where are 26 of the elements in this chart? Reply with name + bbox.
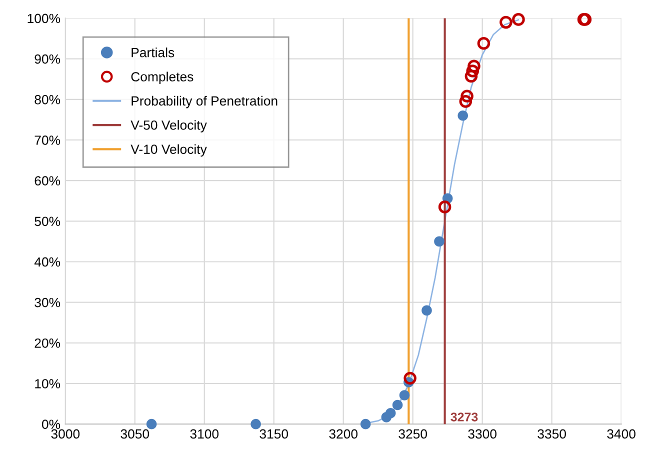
x-tick-label: 3400	[607, 429, 636, 439]
legend-label: Probability of Penetration	[132, 96, 278, 108]
x-tick-label: 3050	[120, 429, 150, 439]
x-tick-label: 3100	[190, 429, 219, 439]
x-tick-label: 3350	[538, 429, 566, 439]
legend-label: V-10 Velocity	[130, 144, 207, 157]
x-tick-label: 3200	[329, 429, 358, 439]
y-tick-label: 10%	[35, 379, 60, 388]
x-tick-label: 3000	[51, 429, 80, 439]
annotation: 3273	[450, 412, 478, 422]
y-tick-label: 70%	[34, 136, 60, 145]
y-tick-label: 50%	[34, 216, 60, 226]
y-tick-label: 20%	[34, 338, 60, 348]
legend-label: V-50 Velocity	[130, 120, 207, 132]
y-tick-label: 100%	[28, 14, 60, 24]
y-tick-label: 40%	[34, 257, 60, 267]
y-tick-label: 30%	[34, 298, 60, 308]
y-tick-label: 90%	[34, 54, 60, 64]
legend-label: Completes	[131, 72, 194, 84]
x-tick-label: 3250	[398, 429, 427, 439]
x-tick-label: 3300	[468, 429, 496, 439]
legend-label: Partials	[132, 48, 174, 58]
y-tick-label: 80%	[34, 94, 60, 104]
y-tick-label: 60%	[34, 176, 60, 186]
x-tick-label: 3150	[260, 429, 288, 439]
y-tick-label: 0%	[42, 420, 60, 429]
